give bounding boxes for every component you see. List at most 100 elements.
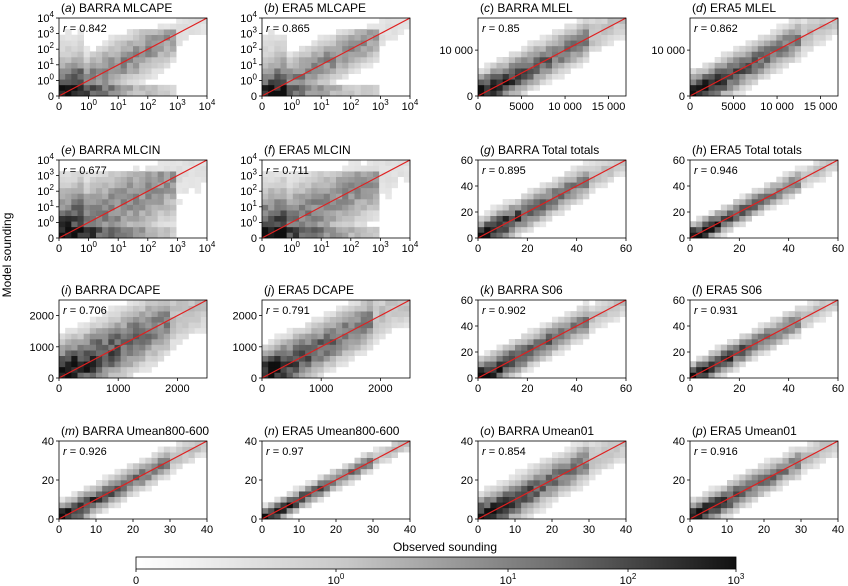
heatmap-cell xyxy=(348,350,355,357)
heatmap-cell xyxy=(139,485,146,492)
heatmap-cell xyxy=(329,221,337,228)
heatmap-cell xyxy=(819,441,826,447)
heatmap-cell xyxy=(739,339,746,345)
heatmap-cell xyxy=(757,491,765,498)
heatmap-cell xyxy=(348,171,355,178)
heatmap-cell xyxy=(329,90,337,97)
heatmap-cell xyxy=(490,372,497,379)
heatmap-cell xyxy=(120,40,128,47)
heatmap-cell xyxy=(545,187,553,194)
heatmap-cell xyxy=(120,210,128,217)
correlation-label: r = 0.895 xyxy=(482,165,526,177)
heatmap-cell xyxy=(133,40,140,47)
heatmap-cell xyxy=(102,327,109,334)
heatmap-cell xyxy=(311,40,318,47)
heatmap-cell xyxy=(114,355,121,362)
heatmap-cell xyxy=(533,333,540,340)
heatmap-cell xyxy=(502,62,510,69)
heatmap-cell xyxy=(373,457,380,464)
heatmap-cell xyxy=(819,176,826,183)
heatmap-cell xyxy=(533,73,540,80)
y-tick-label: 20 xyxy=(673,475,685,487)
heatmap-cell xyxy=(366,457,374,464)
heatmap-cell xyxy=(366,333,374,340)
heatmap-cell xyxy=(782,40,789,47)
heatmap-cell xyxy=(582,187,590,194)
heatmap-cell xyxy=(502,491,510,498)
heatmap-cell xyxy=(379,322,386,329)
heatmap-cell xyxy=(570,51,577,58)
heatmap-cell xyxy=(323,45,331,52)
heatmap-cell xyxy=(89,339,97,345)
heatmap-cell xyxy=(126,62,134,69)
heatmap-cell xyxy=(274,355,281,362)
one-to-one-line xyxy=(477,299,627,379)
heatmap-cell xyxy=(170,45,177,52)
heatmap-cell xyxy=(311,491,318,498)
heatmap-cell xyxy=(354,226,361,233)
heatmap-cell xyxy=(696,366,703,373)
heatmap-cell xyxy=(59,182,66,189)
heatmap-cell xyxy=(348,90,355,97)
heatmap-cell xyxy=(801,305,808,312)
heatmap-cell xyxy=(114,73,121,80)
heatmap-cell xyxy=(59,513,66,520)
heatmap-cell xyxy=(323,199,331,205)
heatmap-cell xyxy=(385,300,392,306)
heatmap-cell xyxy=(96,480,103,486)
heatmap-cell xyxy=(157,333,165,340)
heatmap-cell xyxy=(133,474,140,481)
y-tick-label: 0 xyxy=(48,91,54,103)
heatmap-cell xyxy=(323,34,331,41)
x-tick-label: 30 xyxy=(367,524,379,536)
heatmap-cell xyxy=(788,322,796,329)
heatmap-cell xyxy=(348,62,355,69)
heatmap-cell xyxy=(59,350,66,357)
x-tick-label: 0 xyxy=(56,101,62,113)
heatmap-cell xyxy=(163,474,171,481)
heatmap-cell xyxy=(145,176,152,183)
heatmap-cell xyxy=(745,350,752,357)
heatmap-cell xyxy=(114,322,121,329)
heatmap-cell xyxy=(286,199,294,205)
heatmap-cell xyxy=(59,355,66,362)
heatmap-cell xyxy=(83,350,91,357)
heatmap-cell xyxy=(385,305,392,312)
x-tick-label: 0 xyxy=(687,101,693,113)
heatmap-cell xyxy=(139,350,146,357)
heatmap-cell xyxy=(508,366,516,373)
heatmap-cell xyxy=(120,34,128,41)
heatmap-cell xyxy=(527,210,534,217)
heatmap-cell xyxy=(120,361,128,368)
heatmap-cell xyxy=(348,322,355,329)
heatmap-cell xyxy=(145,344,152,351)
heatmap-cell xyxy=(151,62,158,69)
heatmap-cell xyxy=(348,232,355,239)
x-tick-label: 103 xyxy=(169,240,186,255)
heatmap-cell xyxy=(354,45,361,52)
heatmap-cell xyxy=(360,305,368,312)
heatmap-cell xyxy=(397,446,405,453)
heatmap-cell xyxy=(336,311,343,318)
heatmap-cell xyxy=(120,491,128,498)
heatmap-cell xyxy=(336,215,343,222)
heatmap-cell xyxy=(819,300,826,306)
heatmap-cell xyxy=(813,171,820,178)
heatmap-cell xyxy=(139,187,146,194)
heatmap-cell xyxy=(360,187,368,194)
heatmap-cell xyxy=(733,366,740,373)
heatmap-cell xyxy=(329,176,337,183)
heatmap-cell xyxy=(342,51,349,58)
heatmap-cell xyxy=(366,171,374,178)
heatmap-cell xyxy=(521,485,528,492)
heatmap-cell xyxy=(120,84,128,91)
heatmap-cell xyxy=(702,491,709,498)
heatmap-cell xyxy=(126,84,134,91)
heatmap-cell xyxy=(373,316,380,323)
heatmap-cell xyxy=(317,361,324,368)
heatmap-cell xyxy=(552,350,559,357)
heatmap-cell xyxy=(299,226,306,233)
heatmap-cell xyxy=(720,210,728,217)
heatmap-cell xyxy=(702,68,709,75)
